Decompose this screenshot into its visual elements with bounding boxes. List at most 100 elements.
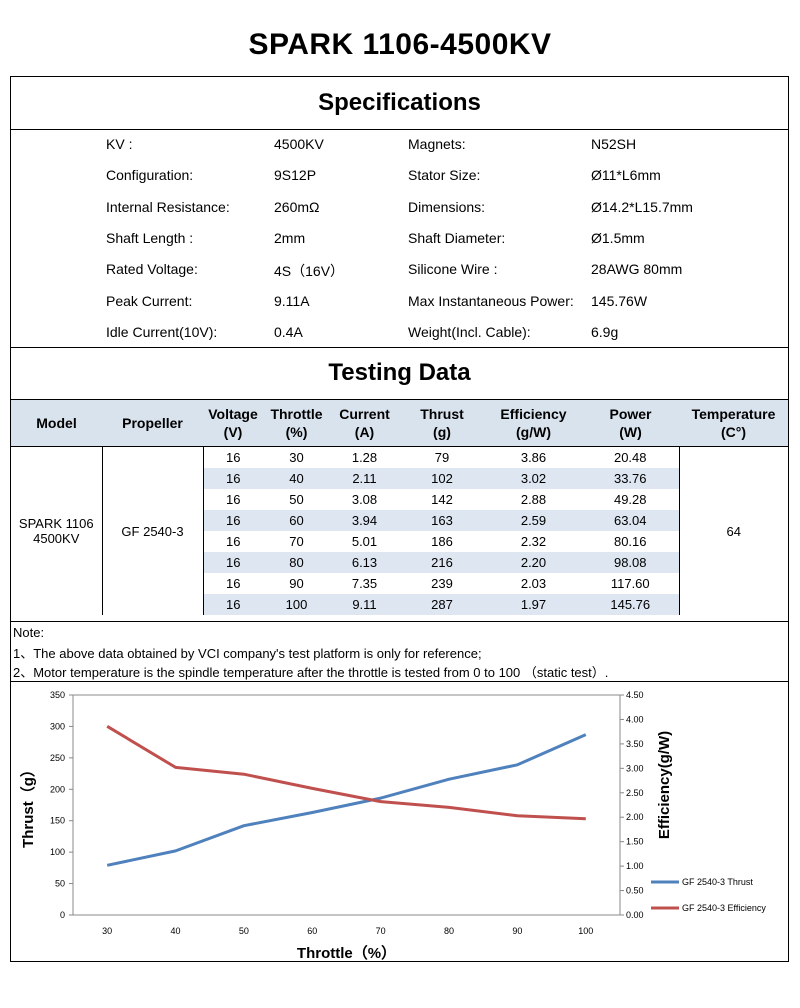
model-cell: SPARK 1106 4500KV [11, 446, 103, 615]
y-axis-title: Thrust（g） [19, 762, 37, 848]
spec-label: Idle Current(10V): [106, 323, 218, 340]
legend-label: GF 2540-3 Thrust [682, 877, 753, 887]
x-tick-label: 60 [307, 926, 317, 936]
y2-tick-label: 3.00 [626, 763, 644, 773]
table-cell: 9.11 [330, 594, 399, 615]
table-row: 16 90 7.35 239 2.03 117.60 [11, 573, 788, 594]
table-row: 16 50 3.08 142 2.88 49.28 [11, 489, 788, 510]
x-tick-label: 40 [171, 926, 181, 936]
spec-label: Rated Voltage: [106, 261, 198, 278]
thrust-efficiency-chart: 0 50 100 150 200 250 300 350 0.00 0.50 1.00 1.50 2.0… [19, 690, 766, 961]
spec-label: Shaft Diameter: [408, 229, 506, 246]
table-cell: 16 [203, 552, 263, 573]
spec-label: Peak Current: [106, 292, 193, 309]
y2-tick-label: 3.50 [626, 739, 644, 749]
header-thrust: Thrust (g) [399, 399, 485, 447]
table-cell: 63.04 [582, 510, 680, 531]
table-cell: 49.28 [582, 489, 680, 510]
table-cell: 60 [263, 510, 330, 531]
y-tick-label: 300 [50, 721, 65, 731]
table-cell: 16 [203, 594, 263, 615]
table-cell: 16 [226, 576, 241, 591]
spec-value: 0.4A [274, 323, 303, 340]
table-cell: 16 [226, 534, 241, 549]
spec-label: Weight(Incl. Cable): [408, 323, 531, 340]
table-cell: 5.01 [351, 534, 378, 549]
spec-label: KV : [106, 136, 133, 152]
table-cell: 2.88 [520, 492, 547, 507]
y2-tick-label: 0.00 [626, 910, 644, 920]
table-cell: 16 [203, 510, 263, 531]
note-line-1: 1、The above data obtained by VCI company… [13, 646, 482, 661]
header-throttle: Throttle (%) [263, 399, 330, 447]
x-tick-label: 30 [102, 926, 112, 936]
table-row: 16 70 5.01 186 2.32 80.16 [11, 531, 788, 552]
y-tick-label: 150 [50, 816, 65, 826]
spec-value: 2mm [274, 229, 306, 246]
x-tick-label: 80 [444, 926, 454, 936]
table-cell: 3.02 [485, 468, 582, 489]
table-cell: 287 [399, 594, 485, 615]
spec-value: 145.76W [591, 292, 648, 309]
page-title: SPARK 1106-4500KV [248, 28, 552, 61]
header-propeller: Propeller [102, 399, 203, 447]
x-tick-label: 100 [578, 926, 593, 936]
x-tick-label: 50 [239, 926, 249, 936]
table-cell: 30 [289, 450, 304, 465]
header-current: Current (A) [330, 399, 399, 447]
table-cell: 2.59 [485, 510, 582, 531]
table-cell: 98.08 [582, 552, 680, 573]
y2-tick-label: 4.00 [626, 714, 644, 724]
divider [11, 347, 788, 348]
note-line-2: 2、Motor temperature is the spindle tempe… [13, 665, 609, 680]
table-cell: 1.28 [351, 450, 378, 465]
divider [11, 681, 788, 682]
note-heading: Note: [13, 625, 45, 640]
efficiency-series-line [106, 725, 586, 821]
spec-value: 4500KV [274, 136, 324, 152]
divider [11, 129, 788, 130]
legend-label: GF 2540-3 Efficiency [682, 903, 766, 913]
header-temperature: Temperature (C°) [679, 399, 788, 447]
table-cell: 90 [289, 576, 304, 591]
table-cell: 239 [431, 576, 453, 591]
y-tick-label: 200 [50, 784, 65, 794]
y-tick-label: 100 [50, 847, 65, 857]
table-cell: 117.60 [582, 573, 680, 594]
table-cell: 145.76 [582, 594, 680, 615]
table-cell: 16 [203, 468, 263, 489]
spec-label: Shaft Length : [106, 229, 194, 246]
spec-value: 6.9g [591, 323, 619, 340]
table-cell: 3.94 [330, 510, 399, 531]
testing-data-heading: Testing Data [328, 359, 471, 386]
y2-tick-label: 0.50 [626, 886, 644, 896]
divider [11, 621, 788, 622]
spec-sheet-frame: Specifications KV : 4500KV Magnets: N52SH Co… [10, 76, 789, 962]
x-tick-label: 90 [512, 926, 522, 936]
table-row: 16 100 9.11 287 1.97 145.76 [11, 594, 788, 615]
table-cell: 7.35 [351, 576, 378, 591]
spec-value: Ø11*L6mm [591, 167, 661, 184]
table-row: 16 80 6.13 216 2.20 98.08 [11, 552, 788, 573]
y2-axis-title: Efficiency(g/W) [656, 731, 673, 839]
y-tick-label: 250 [50, 753, 65, 763]
table-cell: 33.76 [582, 468, 680, 489]
spec-value: 4S（16V） [274, 263, 345, 280]
table-cell: 2.32 [520, 534, 547, 549]
spec-value: 9.11A [274, 292, 310, 309]
spec-label: Internal Resistance: [106, 198, 230, 215]
table-cell: 79 [434, 450, 450, 465]
table-cell: 1.97 [485, 594, 582, 615]
spec-label: Stator Size: [408, 167, 481, 184]
table-cell: 3.86 [520, 450, 547, 465]
spec-label: Max Instantaneous Power: [408, 292, 574, 309]
table-cell: 70 [289, 534, 304, 549]
y-tick-label: 350 [50, 690, 65, 700]
y-tick-label: 50 [55, 879, 65, 889]
table-cell: 40 [263, 468, 330, 489]
table-cell: 20.48 [582, 446, 680, 468]
thrust-series-line [106, 733, 587, 867]
spec-value: N52SH [591, 136, 637, 152]
table-cell: 216 [399, 552, 485, 573]
spec-value: 9S12P [274, 167, 317, 184]
